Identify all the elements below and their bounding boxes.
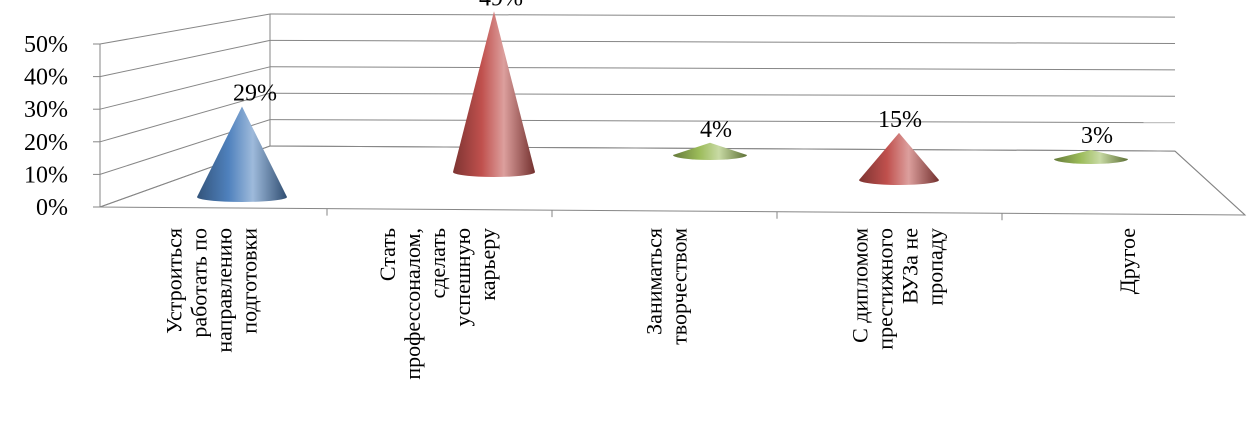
cone-mark bbox=[197, 106, 287, 202]
side-wall-gridline bbox=[99, 92, 271, 143]
side-wall-gridline bbox=[99, 39, 271, 78]
cone-mark bbox=[1054, 149, 1128, 164]
category-label: Заниматься творчеством bbox=[642, 228, 692, 345]
back-wall-gridline bbox=[269, 66, 1176, 71]
category-label-line: успешную bbox=[450, 228, 475, 326]
y-tick-label: 40% bbox=[24, 65, 68, 91]
y-tick-label: 0% bbox=[36, 195, 68, 221]
floor-right-edge bbox=[1174, 150, 1246, 216]
y-tick-labels: 0% 10% 20% 30% 40% 50% bbox=[24, 32, 68, 221]
cone-mark bbox=[453, 11, 535, 178]
category-label-line: подготовки bbox=[237, 228, 262, 334]
back-wall-gridline bbox=[269, 119, 1176, 124]
category-label-line: пропаду bbox=[923, 228, 948, 306]
cone-mark bbox=[859, 132, 939, 185]
side-wall-gridline bbox=[99, 66, 271, 110]
category-label-line: профессоналом, bbox=[400, 228, 425, 380]
category-label-line: карьеру bbox=[475, 228, 500, 301]
back-wall-gridline bbox=[269, 13, 1176, 18]
back-wall-gridline bbox=[269, 39, 1176, 44]
category-label: Устроиться работать по направлению подготов… bbox=[162, 228, 262, 353]
chart-axes bbox=[93, 14, 1246, 221]
category-label-line: Заниматься bbox=[642, 228, 667, 335]
data-label: 15% bbox=[878, 107, 922, 133]
y-tick-label: 20% bbox=[24, 130, 68, 156]
data-label: 3% bbox=[1081, 123, 1113, 149]
category-label-line: Другое bbox=[1115, 228, 1140, 294]
cone-mark bbox=[673, 142, 747, 160]
category-label: Другое bbox=[1115, 228, 1140, 294]
category-label: Стать профессоналом, сделать успешную карьер… bbox=[375, 228, 500, 380]
category-labels: Устроиться работать по направлению подготов… bbox=[162, 228, 1141, 380]
side-wall-gridline bbox=[99, 13, 271, 45]
y-tick-label: 10% bbox=[24, 162, 68, 188]
category-label: С дипломом престижного ВУЗа не пропаду bbox=[848, 228, 948, 350]
category-label-line: ВУЗа не bbox=[898, 228, 923, 304]
category-label-line: Стать bbox=[375, 228, 400, 281]
data-labels: 29% 49% 4% 15% 3% bbox=[233, 0, 1113, 149]
category-label-line: творчеством bbox=[667, 228, 692, 345]
gridlines bbox=[99, 13, 1176, 208]
category-label-line: престижного bbox=[873, 228, 898, 350]
data-label: 49% bbox=[479, 0, 523, 11]
category-label-line: Устроиться bbox=[162, 228, 187, 334]
chart-cones bbox=[197, 11, 1128, 202]
category-label-line: работать по bbox=[187, 228, 212, 338]
y-tick-label: 50% bbox=[24, 32, 68, 58]
y-tick-label: 30% bbox=[24, 97, 68, 123]
category-label-line: сделать bbox=[425, 228, 450, 299]
category-label-line: направлению bbox=[212, 228, 237, 353]
back-wall-gridline bbox=[269, 92, 1176, 97]
category-label-line: С дипломом bbox=[848, 228, 873, 343]
data-label: 4% bbox=[700, 117, 732, 143]
data-label: 29% bbox=[233, 81, 277, 107]
